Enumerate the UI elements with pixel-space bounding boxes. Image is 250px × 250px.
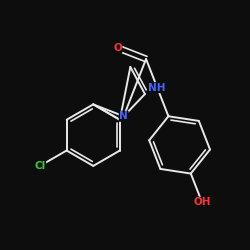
Text: OH: OH — [193, 197, 211, 207]
Text: O: O — [113, 43, 122, 53]
Text: NH: NH — [148, 82, 166, 92]
Text: N: N — [119, 111, 128, 121]
Text: Cl: Cl — [34, 161, 46, 171]
